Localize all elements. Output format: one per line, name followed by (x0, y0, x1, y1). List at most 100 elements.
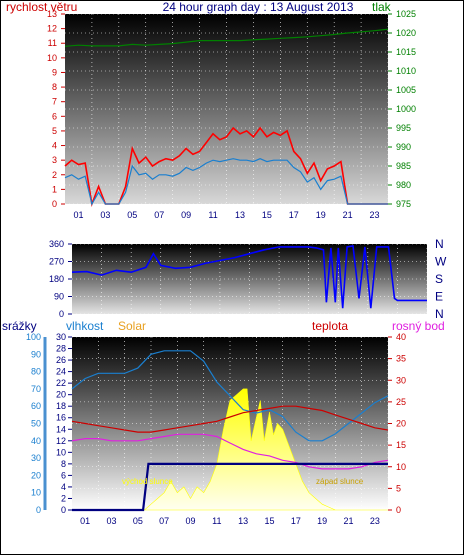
chart3-humidity-tick-label: 80 (31, 367, 41, 377)
sunset-annotation: západ slunce (316, 477, 364, 486)
chart1-x-tick-label: 07 (154, 210, 164, 220)
chart3-solar-area (72, 388, 388, 511)
chart3-series-line-4 (72, 462, 388, 512)
chart3-rain-tick-label: 26 (56, 355, 66, 365)
chart3-temp-tick-label: 10 (396, 462, 406, 472)
chart1-x-tick-label: 17 (289, 210, 299, 220)
chart1-x-tick-label: 09 (181, 210, 191, 220)
chart3-humidity-tick-label: 20 (31, 470, 41, 480)
chart3-humidity-tick-label: 60 (31, 401, 41, 411)
chart2-compass-label: W (435, 255, 447, 269)
chart1-x-tick-label: 01 (73, 210, 83, 220)
sunrise-annotation: východ slunce (122, 477, 173, 486)
chart3-humidity-tick-label: 70 (31, 384, 41, 394)
chart3-x-tick-label: 19 (317, 516, 327, 526)
chart3-humidity-tick-label: 50 (31, 419, 41, 429)
chart2-left-tick-label: 360 (49, 239, 64, 249)
chart1-right-tick-label: 985 (396, 161, 411, 171)
chart3-temp-tick-label: 0 (396, 505, 401, 515)
chart1-right-tick-label: 1015 (396, 47, 416, 57)
chart1-right-tick-label: 1000 (396, 104, 416, 114)
chart3-humidity-tick-label: 40 (31, 436, 41, 446)
chart3-rain-tick-label: 10 (56, 447, 66, 457)
chart1-right-tick-label: 1005 (396, 85, 416, 95)
chart3-temp-tick-label: 5 (396, 483, 401, 493)
chart3-x-tick-label: 07 (159, 516, 169, 526)
chart3-label-solar: Solar (118, 319, 146, 333)
chart3-rain-tick-label: 2 (61, 493, 66, 503)
chart3-rain-tick-label: 28 (56, 344, 66, 354)
chart2-compass-label: N (435, 307, 444, 321)
chart3-x-tick-label: 23 (370, 516, 380, 526)
chart3-x-tick-label: 01 (80, 516, 90, 526)
chart1-left-tick-label: 12 (47, 24, 57, 34)
chart3-temp-tick-label: 30 (396, 375, 406, 385)
chart1-right-tick-label: 980 (396, 180, 411, 190)
chart1-x-tick-label: 13 (235, 210, 245, 220)
chart3-series-line-3 (71, 433, 389, 470)
chart3-humidity-tick-label: 90 (31, 349, 41, 359)
chart3-rain-tick-label: 4 (61, 482, 66, 492)
chart3-temp-tick-label: 40 (396, 332, 406, 342)
chart1-x-tick-label: 05 (127, 210, 137, 220)
chart1-right-tick-label: 1020 (396, 28, 416, 38)
chart3-humidity-tick-label: 30 (31, 453, 41, 463)
chart3-temp-tick-label: 15 (396, 440, 406, 450)
chart2-compass-label: S (435, 272, 443, 286)
chart1-x-tick-label: 11 (208, 210, 217, 220)
chart1-right-tick-label: 995 (396, 123, 411, 133)
chart1-x-tick-label: 19 (316, 210, 326, 220)
chart1-left-tick-label: 6 (52, 111, 57, 121)
chart1-left-tick-label: 2 (52, 170, 57, 180)
chart1-left-tick-label: 8 (52, 82, 57, 92)
chart3-rain-tick-label: 18 (56, 401, 66, 411)
chart3-rain-tick-label: 6 (61, 470, 66, 480)
chart3-rain-tick-label: 0 (61, 505, 66, 515)
chart3-rain-tick-label: 14 (56, 424, 66, 434)
chart1-x-tick-label: 21 (343, 210, 353, 220)
chart1-left-tick-label: 4 (52, 141, 57, 151)
chart1-x-tick-label: 15 (262, 210, 272, 220)
chart3-x-tick-label: 17 (291, 516, 301, 526)
chart1-left-tick-label: 10 (47, 53, 57, 63)
chart3-rain-tick-label: 24 (56, 367, 66, 377)
chart3-rain-tick-label: 12 (56, 436, 66, 446)
chart3-x-tick-label: 03 (106, 516, 116, 526)
chart3-label-humidity: vlhkost (66, 319, 104, 333)
chart2-left-tick-label: 90 (54, 292, 64, 302)
chart1-x-tick-label: 23 (370, 210, 380, 220)
chart3-series-line-2 (71, 405, 389, 433)
chart2-compass-label: E (435, 290, 443, 304)
chart1-left-tick-label: 1 (52, 184, 57, 194)
chart2-series-line-0 (71, 244, 427, 309)
chart3-rain-tick-label: 22 (56, 378, 66, 388)
chart2-compass-label: N (435, 237, 444, 251)
chart3-label-dewpoint: rosný bod (392, 319, 445, 333)
chart2-left-tick-label: 0 (59, 309, 64, 319)
chart1-left-tick-label: 0 (52, 199, 57, 209)
chart3-temp-tick-label: 20 (396, 419, 406, 429)
chart3-label-rain: srážky (2, 319, 37, 333)
chart1-x-tick-label: 03 (100, 210, 110, 220)
chart3-temp-tick-label: 35 (396, 354, 406, 364)
chart1-right-tick-label: 1025 (396, 9, 416, 19)
chart2-left-tick-label: 270 (49, 257, 64, 267)
chart3-humidity-tick-label: 10 (31, 488, 41, 498)
chart1-right-tick-label: 1010 (396, 66, 416, 76)
chart3-rain-tick-label: 30 (56, 332, 66, 342)
chart3-x-tick-label: 09 (185, 516, 195, 526)
chart1-series-line-2 (64, 28, 389, 47)
chart1-ylabel-right: tlak (372, 0, 392, 14)
chart3-temp-tick-label: 25 (396, 397, 406, 407)
chart3-rain-tick-label: 8 (61, 459, 66, 469)
chart3-label-temperature: teplota (312, 319, 348, 333)
chart1-left-tick-label: 11 (48, 38, 57, 48)
chart3-humidity-tick-label: 0 (36, 505, 41, 515)
chart1-right-tick-label: 975 (396, 199, 411, 209)
chart1-left-tick-label: 5 (52, 126, 57, 136)
chart1-left-tick-label: 3 (52, 155, 57, 165)
chart1-ylabel-left: rychlost větru (6, 0, 77, 14)
chart1-right-tick-label: 990 (396, 142, 411, 152)
chart3-x-tick-label: 11 (212, 516, 221, 526)
